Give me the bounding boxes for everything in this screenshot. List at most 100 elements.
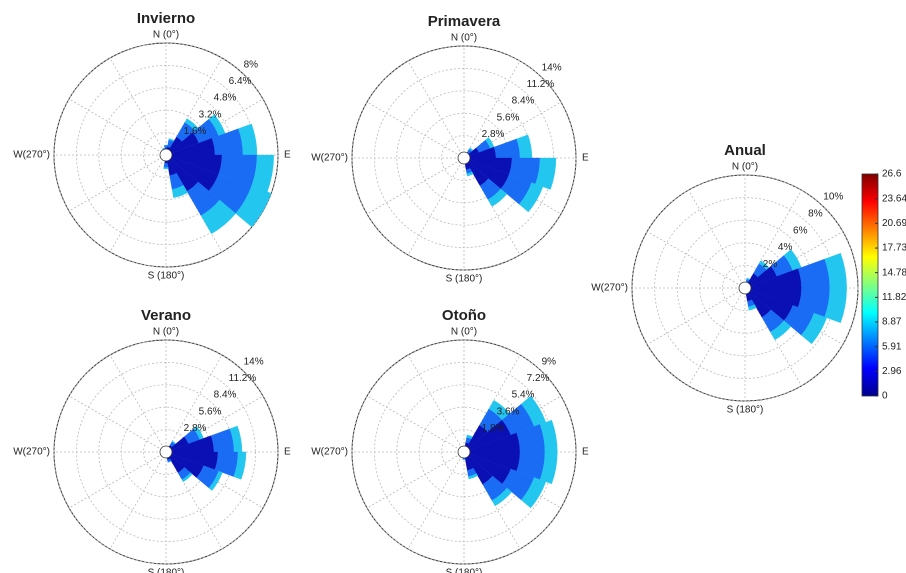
colorbar-tick-label: 17.73	[882, 243, 906, 254]
r-tick-label: 8.4%	[214, 390, 237, 401]
r-tick-label: 14%	[244, 356, 264, 367]
direction-label: S (180°)	[727, 405, 764, 416]
r-tick-label: 7.2%	[527, 373, 550, 384]
spoke	[366, 395, 465, 453]
r-tick-label: 5.6%	[497, 112, 520, 123]
r-tick-label: 3.6%	[497, 406, 520, 417]
colorbar-tick-label: 20.69	[882, 218, 906, 229]
r-tick-label: 2%	[763, 259, 778, 270]
center-calm	[159, 148, 173, 162]
sector	[520, 477, 547, 509]
grid-ring	[654, 197, 836, 379]
r-tick-label: 6.4%	[229, 76, 252, 87]
r-tick-label: 11.2%	[527, 79, 555, 90]
sector	[748, 304, 757, 311]
spoke	[109, 451, 167, 550]
r-tick-label: 1.6%	[184, 126, 207, 137]
r-tick-label: 5.4%	[512, 390, 535, 401]
direction-label: S (180°)	[148, 271, 185, 282]
direction-label: W(270°)	[591, 283, 628, 294]
r-tick-label: 6%	[793, 225, 808, 236]
center-calm	[457, 445, 471, 459]
r-tick-label: 4%	[778, 242, 793, 253]
sector	[163, 163, 169, 168]
spoke	[407, 451, 465, 550]
spoke	[109, 57, 167, 156]
spoke	[407, 157, 465, 256]
r-tick-label: 8%	[808, 208, 823, 219]
spoke	[165, 451, 223, 550]
direction-label: N (0°)	[732, 162, 758, 173]
direction-label: N (0°)	[451, 33, 477, 44]
direction-label: E	[582, 153, 589, 164]
sector	[468, 473, 478, 480]
grid-ring	[631, 174, 859, 402]
center-calm	[159, 445, 173, 459]
spoke	[407, 354, 465, 453]
r-tick-label: 9%	[542, 356, 557, 367]
spoke	[744, 189, 802, 289]
spoke	[68, 451, 167, 509]
sector	[535, 157, 557, 190]
sector	[162, 147, 165, 150]
center-calm	[738, 281, 752, 295]
direction-label: N (0°)	[153, 30, 179, 41]
grid-ring	[53, 42, 279, 268]
sector	[487, 188, 508, 207]
spoke	[407, 60, 465, 159]
grid-ring	[351, 45, 577, 271]
spoke	[68, 395, 167, 453]
sector	[770, 320, 792, 341]
r-tick-label: 2.8%	[184, 423, 207, 434]
sector	[801, 312, 827, 345]
center-calm	[457, 151, 471, 165]
spoke	[688, 287, 746, 387]
r-tick-label: 11.2%	[229, 373, 257, 384]
direction-label: S (180°)	[148, 568, 185, 573]
spoke	[109, 154, 167, 253]
colorbar-tick-label: 23.64	[882, 193, 906, 204]
sector	[167, 460, 172, 463]
direction-label: E	[284, 150, 291, 161]
spoke	[646, 287, 746, 345]
spoke	[165, 395, 264, 453]
sector	[491, 487, 512, 507]
chart-title: Primavera	[428, 13, 501, 30]
spoke	[165, 354, 223, 453]
spoke	[463, 60, 521, 159]
sector	[466, 171, 474, 177]
direction-label: E	[284, 447, 291, 458]
direction-label: W(270°)	[311, 447, 348, 458]
spoke	[463, 101, 562, 159]
r-tick-label: 3.2%	[199, 109, 222, 120]
colorbar-tick-label: 8.87	[882, 317, 902, 328]
direction-label: S (180°)	[446, 274, 483, 285]
colorbar-tick-label: 5.91	[882, 341, 902, 352]
sector	[518, 182, 544, 213]
spoke	[366, 451, 465, 509]
spoke	[366, 157, 465, 215]
sector	[200, 199, 236, 235]
r-tick-label: 1.8%	[482, 423, 505, 434]
r-tick-label: 4.8%	[214, 93, 237, 104]
r-tick-label: 2.8%	[482, 129, 505, 140]
grid-ring	[351, 339, 577, 565]
grid-ring	[76, 361, 256, 542]
spoke	[68, 154, 167, 212]
direction-label: S (180°)	[446, 568, 483, 573]
r-tick-label: 10%	[823, 192, 843, 203]
r-tick-label: 8.4%	[512, 96, 535, 107]
spoke	[165, 57, 223, 156]
colorbar-tick-label: 14.78	[882, 267, 906, 278]
r-tick-label: 8%	[244, 59, 259, 70]
colorbar-tick-label: 2.96	[882, 366, 902, 377]
chart-title: Invierno	[137, 10, 195, 27]
chart-title: Otoño	[442, 307, 486, 324]
sector	[233, 451, 247, 480]
colorbar-tick-label: 0	[882, 391, 888, 402]
spoke	[68, 98, 167, 156]
colorbar	[861, 173, 879, 397]
direction-label: W(270°)	[13, 150, 50, 161]
spoke	[109, 354, 167, 453]
